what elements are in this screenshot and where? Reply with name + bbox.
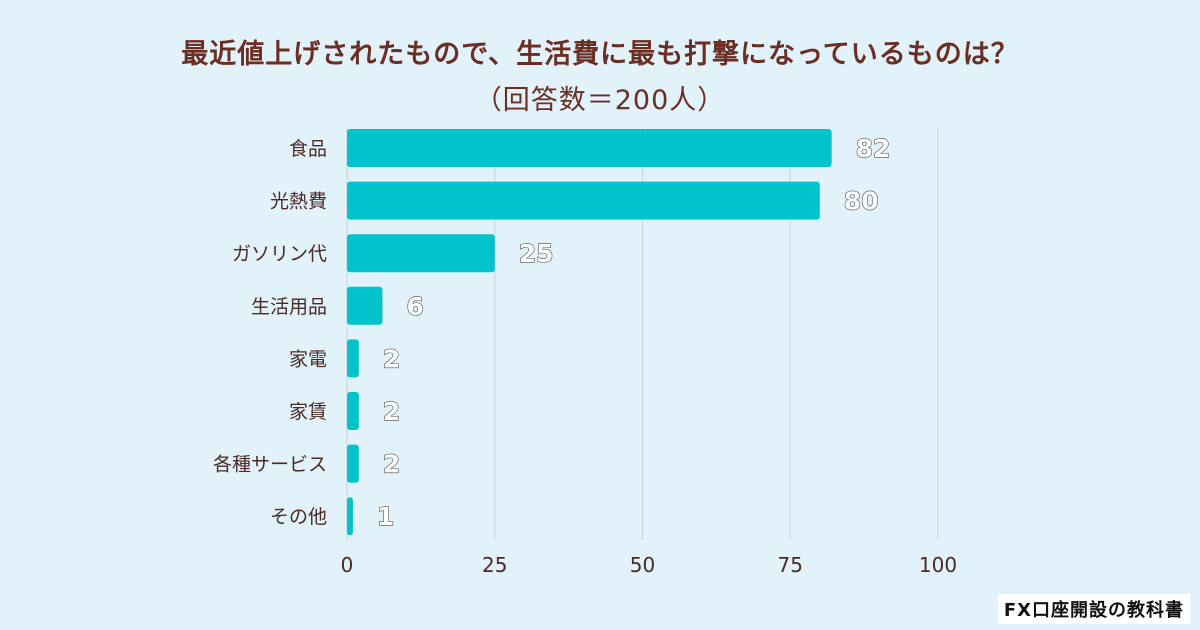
value-label: 25 [519, 239, 554, 268]
x-tick-label: 0 [341, 553, 354, 577]
bar [347, 129, 832, 167]
bar [347, 392, 359, 430]
watermark: FX口座開設の教科書 [997, 594, 1190, 624]
value-label: 1 [377, 502, 394, 531]
category-label: 生活用品 [251, 296, 327, 318]
bar [347, 286, 383, 325]
bar [347, 339, 359, 378]
value-label: 2 [383, 397, 400, 426]
bars [347, 129, 832, 536]
bar [347, 497, 353, 536]
bar [347, 234, 495, 273]
x-axis-ticks: 0 25 50 75 100 [341, 553, 957, 577]
category-label: その他 [270, 506, 327, 528]
chart-subtitle: （回答数＝200人） [474, 85, 726, 116]
chart-title: 最近値上げされたもので、生活費に最も打撃になっているものは？ [181, 39, 1019, 70]
bar [347, 444, 359, 483]
category-label: 家賃 [289, 401, 327, 423]
category-label: 家電 [289, 348, 327, 370]
x-tick-label: 50 [630, 553, 655, 577]
x-tick-label: 75 [778, 553, 803, 577]
category-label: 各種サービス [213, 454, 327, 476]
value-label: 6 [406, 292, 423, 321]
category-label: 食品 [289, 138, 327, 160]
value-label: 80 [844, 187, 879, 216]
bar [347, 181, 820, 220]
value-label: 2 [383, 450, 400, 479]
value-label: 2 [383, 344, 400, 373]
category-label: ガソリン代 [232, 243, 327, 265]
x-tick-label: 100 [919, 553, 957, 577]
category-label: 光熱費 [270, 191, 327, 213]
x-tick-label: 25 [482, 553, 507, 577]
value-label: 82 [856, 134, 891, 163]
